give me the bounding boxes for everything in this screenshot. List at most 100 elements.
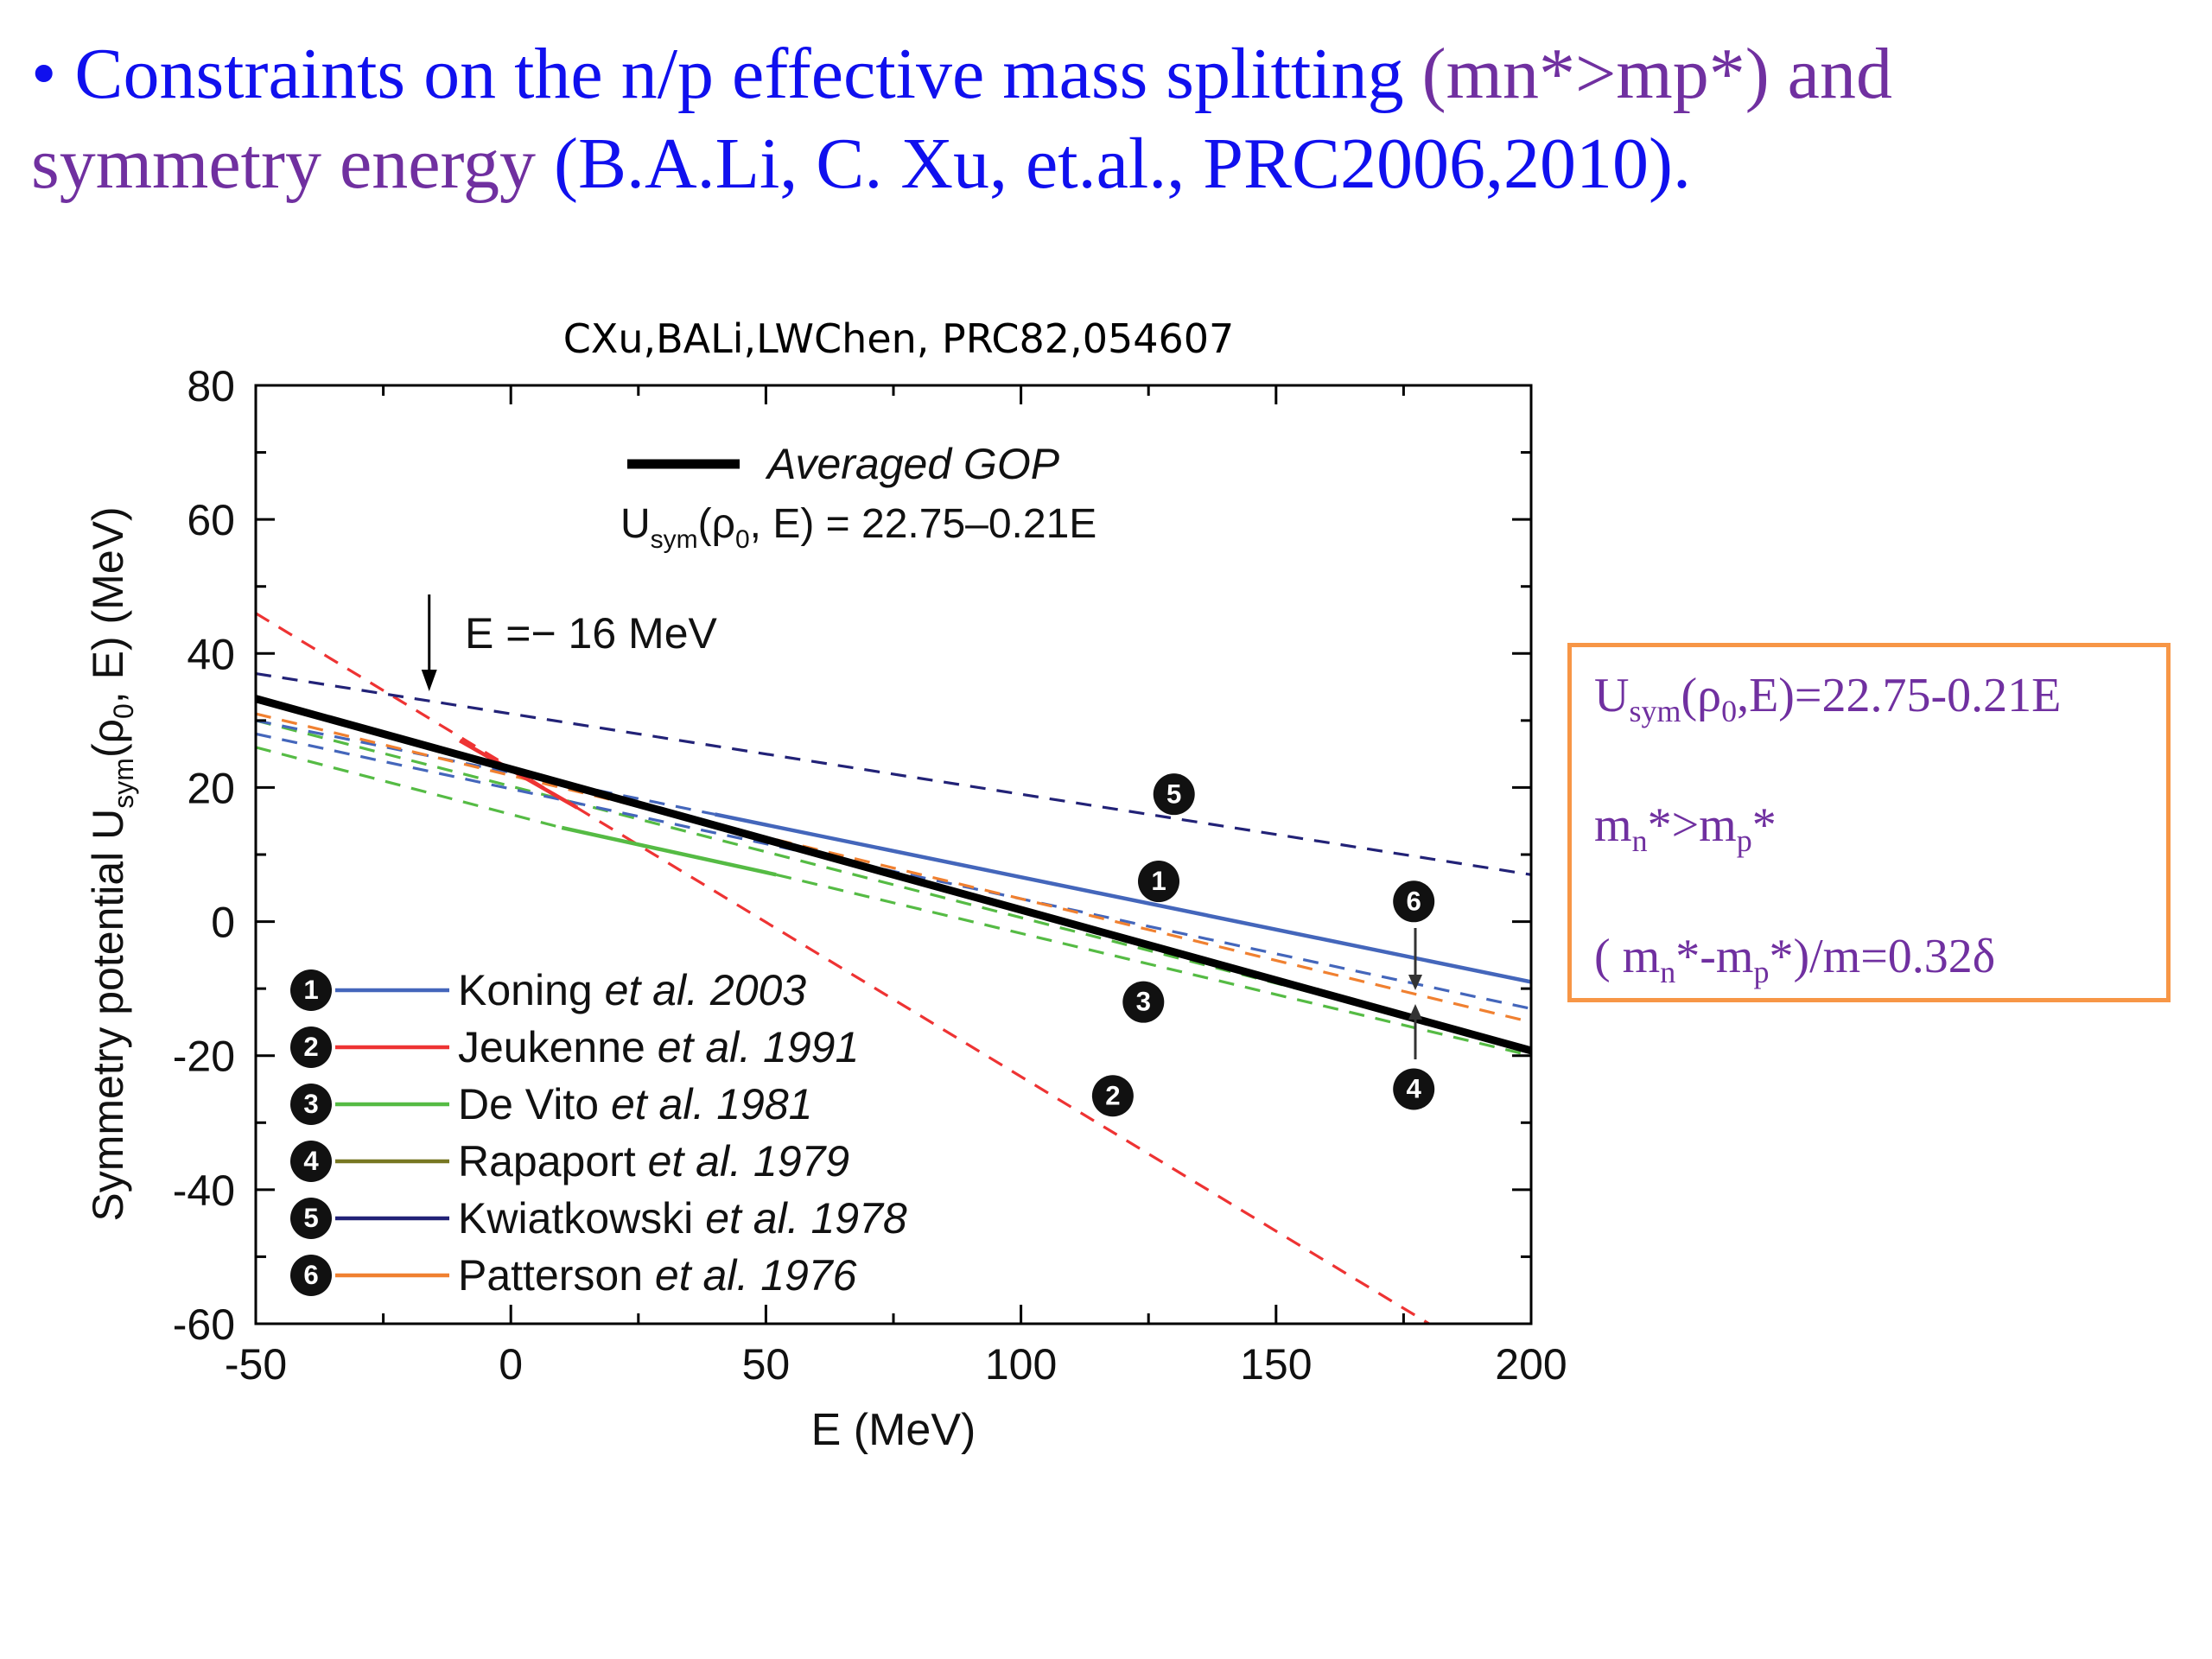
legend-badge-4: 4 [290,1141,332,1182]
legend-entry-6: Patterson et al. 1976 [458,1251,857,1300]
gop-equation: Usym(ρ0, E) = 22.75–0.21E [620,501,1096,554]
legend-badge-3-label: 3 [303,1089,318,1119]
legend-badge-3: 3 [290,1084,332,1125]
series-1-marker: 1 [1138,861,1180,903]
y-label-sub: sym [108,758,139,809]
legend-author: Patterson [458,1251,655,1300]
x-tick-labels: -50 0 50 100 150 200 [225,1340,1567,1389]
y-tick-label: 20 [187,764,235,812]
series-3-marker: 3 [1122,981,1165,1023]
gop-legend: Averaged GOP Usym(ρ0, E) = 22.75–0.21E [620,440,1096,554]
series-4-marker-label: 4 [1407,1074,1422,1104]
y-tick-label: 40 [187,630,235,678]
series-6-dashed-line [256,712,1531,1024]
legend-badge-2-circle [290,1027,332,1068]
series-3-marker-circle [1122,981,1165,1023]
title-references-text: (B.A.Li, C. Xu, et.al., PRC2006,2010). [553,124,1691,204]
legend-badge-4-circle [290,1141,332,1182]
series-markers: 1 2 3 4 5 6 [1091,773,1435,1117]
series-2-marker: 2 [1091,1075,1134,1117]
gop-eq-mid: (ρ [698,501,735,547]
averaged-gop-line [256,695,1531,1055]
formula-box: Usym(ρ0,E)=22.75-0.21E mn*>mp* ( mn*-mp*… [1567,643,2171,1002]
legend-badge-5-circle [290,1198,332,1239]
y-tick-label: -20 [173,1033,235,1081]
bullet: • [31,34,57,114]
arrow-6-head [1408,975,1422,990]
energy-arrow-head [421,670,437,691]
series-2-marker-circle [1091,1075,1134,1117]
y-tick-label: 60 [187,496,235,544]
series-5-dashed-line [256,671,1531,876]
series-2-dashed-line [256,612,1430,1324]
title-constraints-text: Constraints on the n/p effective mass sp… [74,34,1404,114]
legend-author: De Vito [458,1080,611,1128]
title-symmetry-energy-text: symmetry energy [31,124,536,204]
y-tick-label: -40 [173,1166,235,1215]
arrow-4-head [1408,1004,1422,1020]
y-label-sub0: 0 [108,703,139,719]
legend-author: Kwiatkowski [458,1194,705,1243]
series-3-dashed-line [775,873,1531,1058]
legend-badge-6-circle [290,1255,332,1296]
gop-eq-sub: sym [651,525,698,554]
x-tick-label: -50 [225,1340,287,1389]
legend-author: Koning [458,966,605,1014]
legend-entry-5: Kwiatkowski et al. 1978 [458,1194,907,1243]
series-1-marker-label: 1 [1151,866,1166,896]
legend-etal-year: et al. 1976 [655,1251,857,1300]
legend-entry-4: Rapaport et al. 1979 [458,1137,849,1185]
y-tick-label: 0 [211,899,235,947]
legend-badge-1-circle [290,969,332,1011]
legend-entry-1: Koning et al. 2003 [458,966,806,1014]
y-label-mid: (ρ [84,719,132,758]
series-1-dashed-line [256,719,715,817]
series-2-marker-label: 2 [1105,1080,1120,1110]
title-mass-splitting-text: (mn*>mp*) and [1421,34,1892,114]
legend-etal-year: et al. 1979 [648,1137,850,1185]
legend-badge-1-label: 1 [303,975,318,1005]
legend-badge-6: 6 [290,1255,332,1296]
legend-entry-2: Jeukenne et al. 1991 [458,1023,859,1071]
series-1-marker-circle [1138,861,1180,903]
y-label-post: , E) (MeV) [84,506,132,703]
y-tick-label: 80 [187,362,235,410]
legend-badge-1: 1 [290,969,332,1011]
slide-title-line-2: symmetry energy (B.A.Li, C. Xu, et.al., … [31,128,1691,200]
axis-ticks [254,384,1533,1325]
energy-arrow-annotation: E =− 16 MeV [421,594,717,691]
legend-etal-year: et al. 1978 [705,1194,907,1243]
series-5-marker-label: 5 [1166,779,1181,809]
legend-badge-6-label: 6 [303,1260,318,1290]
series-6-marker-label: 6 [1407,886,1421,916]
energy-annotation-text: E =− 16 MeV [465,609,717,658]
legend-badge-2-label: 2 [303,1032,318,1062]
legend-badge-3-circle [290,1084,332,1125]
gop-eq-sub0: 0 [735,525,750,554]
series-3-marker-label: 3 [1136,987,1151,1017]
series-4-marker-circle [1393,1068,1435,1110]
legend-badge-5: 5 [290,1198,332,1239]
series-1-solid-line [714,812,1531,984]
series-4-marker: 4 [1393,1068,1435,1110]
gop-eq-u: U [620,501,651,547]
y-tick-labels: 80 60 40 20 0 -20 -40 -60 [173,362,235,1349]
x-tick-label: 100 [985,1340,1057,1389]
formula-mass-splitting: ( mn*-mp*)/m=0.32δ [1594,930,1996,990]
legend-badge-4-label: 4 [303,1146,319,1176]
formula-mass-inequality: mn*>mp* [1594,798,1777,859]
legend-badge-2: 2 [290,1027,332,1068]
series-6-marker-circle [1393,880,1435,923]
series-3-solid-line [561,825,777,877]
reference-arrows [1408,928,1422,1059]
series-lines [256,612,1531,1324]
y-axis-label: Symmetry potential Usym(ρ0, E) (MeV) [84,506,139,1221]
legend-author: Jeukenne [458,1023,658,1071]
legend-etal-year: et al. 2003 [605,966,807,1014]
legend-etal-year: et al. 1981 [611,1080,813,1128]
x-tick-label: 200 [1495,1340,1567,1389]
x-tick-label: 150 [1240,1340,1312,1389]
series-legend: 1 Koning et al. 2003 2 Jeukenne et al. 1991… [290,966,907,1300]
formula-usym: Usym(ρ0,E)=22.75-0.21E [1594,669,2062,729]
y-label-pre: Symmetry potential U [84,809,132,1222]
